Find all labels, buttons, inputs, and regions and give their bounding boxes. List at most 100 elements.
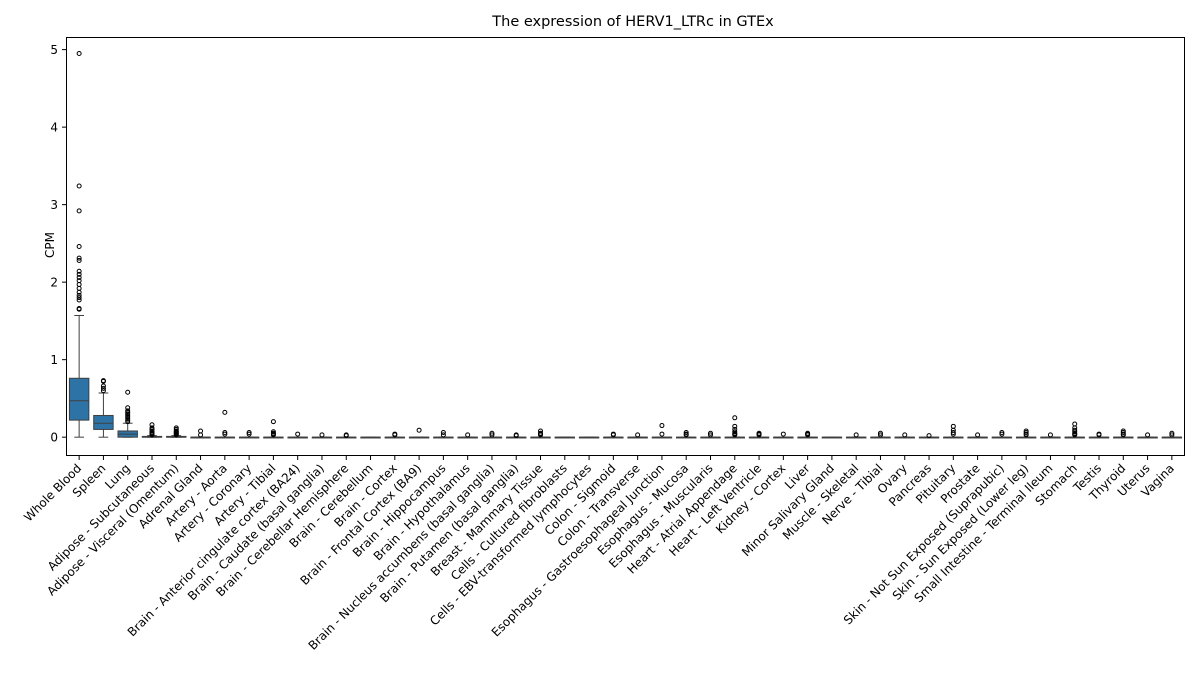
outlier-point (125, 389, 131, 395)
box-18 (506, 432, 527, 439)
box-38 (991, 430, 1013, 439)
outlier-point (683, 430, 689, 436)
y-axis-label: CPM (43, 232, 57, 258)
outlier-point (76, 271, 82, 277)
outlier-point (100, 383, 106, 389)
box-40 (1040, 432, 1061, 439)
box-14 (408, 427, 430, 439)
outlier-point (853, 432, 859, 438)
outlier-point (659, 423, 665, 429)
outlier-point (950, 430, 956, 436)
outlier-point (707, 430, 713, 436)
outlier-point (76, 268, 82, 274)
outlier-point (76, 292, 82, 298)
outlier-point (610, 432, 616, 438)
outlier-point (440, 430, 446, 436)
box-15 (433, 430, 454, 439)
outlier-point (246, 430, 252, 436)
outlier-point (76, 297, 82, 303)
box-30 (797, 430, 818, 439)
outlier-point (659, 431, 665, 437)
outlier-point (975, 432, 981, 438)
outlier-point (100, 385, 106, 391)
outlier-point (1169, 432, 1175, 438)
outlier-point (76, 244, 82, 249)
outlier-point (222, 409, 228, 415)
outlier-point (76, 295, 82, 301)
plot-frame (66, 37, 1185, 456)
box-2 (117, 389, 138, 438)
box-25 (675, 430, 697, 439)
outlier-point (125, 416, 131, 422)
chart-title: The expression of HERV1_LTRc in GTEx (491, 14, 774, 30)
y-tick-label: 5 (50, 43, 58, 57)
outlier-point (513, 433, 519, 439)
box-5 (190, 428, 211, 439)
outlier-point (1096, 432, 1102, 438)
box-iqr (68, 377, 90, 421)
outlier-point (1120, 430, 1126, 436)
outlier-point (1072, 429, 1078, 435)
outlier-point (343, 433, 349, 439)
outlier-point (125, 417, 131, 423)
outlier-point (198, 432, 204, 438)
outlier-point (149, 432, 155, 438)
outlier-point (1072, 432, 1078, 438)
outlier-point (76, 257, 82, 263)
outlier-point (902, 432, 908, 438)
outlier-point (950, 431, 956, 437)
outlier-point (149, 422, 155, 428)
box-44 (1137, 432, 1158, 439)
y-tick-label: 1 (50, 353, 58, 367)
outlier-point (416, 427, 422, 433)
box-0 (68, 51, 90, 438)
outlier-point (1169, 430, 1175, 436)
outlier-point (76, 275, 82, 281)
box-8 (263, 419, 284, 439)
box-26 (700, 430, 721, 439)
box-1 (93, 378, 114, 438)
outlier-point (270, 432, 276, 438)
outlier-point (76, 255, 82, 261)
outlier-point (125, 414, 131, 420)
outlier-point (926, 433, 932, 439)
outlier-point (732, 415, 738, 421)
box-20 (554, 436, 576, 439)
box-19 (530, 428, 551, 439)
outlier-point (635, 432, 641, 438)
box-23 (627, 432, 648, 439)
box-29 (773, 431, 794, 439)
outlier-point (805, 432, 811, 438)
outlier-point (683, 432, 689, 438)
outlier-point (125, 409, 131, 415)
box-12 (360, 436, 381, 439)
outlier-point (270, 419, 276, 425)
outlier-point (76, 208, 82, 214)
box-iqr (93, 414, 114, 430)
box-16 (457, 432, 478, 439)
box-34 (894, 432, 915, 439)
box-36 (943, 423, 964, 439)
outlier-point (246, 431, 252, 437)
box-43 (1113, 428, 1134, 439)
outlier-point (440, 432, 446, 438)
outlier-point (732, 429, 738, 435)
outlier-point (756, 432, 762, 438)
outlier-point (125, 419, 131, 425)
outlier-point (149, 425, 155, 431)
outlier-point (76, 289, 82, 295)
outlier-point (270, 429, 276, 435)
box-31 (821, 436, 843, 439)
box-9 (287, 431, 308, 439)
outlier-point (295, 431, 301, 437)
outlier-point (999, 430, 1005, 436)
box-45 (1161, 430, 1183, 439)
box-37 (967, 432, 988, 439)
outlier-point (489, 432, 495, 438)
box-28 (748, 430, 770, 439)
box-22 (603, 431, 624, 439)
outlier-point (100, 378, 106, 384)
boxes-group (68, 51, 1183, 439)
outlier-point (76, 51, 82, 57)
